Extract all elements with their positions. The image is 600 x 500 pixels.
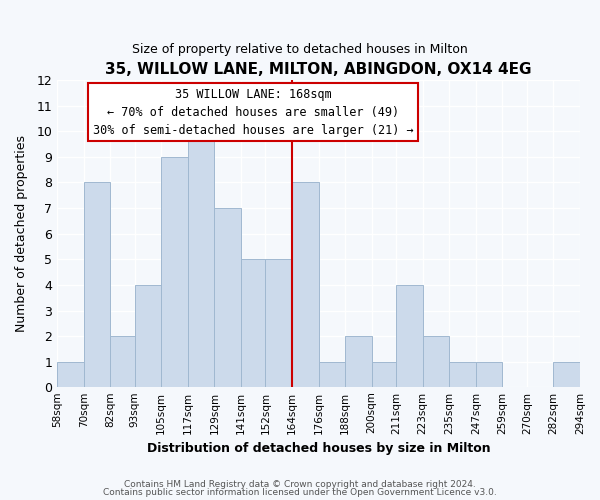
Bar: [241, 260, 265, 388]
Bar: [372, 362, 396, 388]
Y-axis label: Number of detached properties: Number of detached properties: [15, 135, 28, 332]
Bar: [214, 208, 241, 388]
Bar: [292, 182, 319, 388]
Bar: [396, 285, 422, 388]
Title: 35, WILLOW LANE, MILTON, ABINGDON, OX14 4EG: 35, WILLOW LANE, MILTON, ABINGDON, OX14 …: [105, 62, 532, 78]
X-axis label: Distribution of detached houses by size in Milton: Distribution of detached houses by size …: [147, 442, 490, 455]
Bar: [265, 260, 292, 388]
Bar: [188, 132, 214, 388]
Bar: [422, 336, 449, 388]
Text: 35 WILLOW LANE: 168sqm
← 70% of detached houses are smaller (49)
30% of semi-det: 35 WILLOW LANE: 168sqm ← 70% of detached…: [93, 88, 413, 136]
Bar: [553, 362, 580, 388]
Bar: [449, 362, 476, 388]
Bar: [161, 157, 188, 388]
Bar: [345, 336, 372, 388]
Bar: [57, 362, 83, 388]
Text: Contains HM Land Registry data © Crown copyright and database right 2024.: Contains HM Land Registry data © Crown c…: [124, 480, 476, 489]
Text: Size of property relative to detached houses in Milton: Size of property relative to detached ho…: [132, 42, 468, 56]
Bar: [110, 336, 134, 388]
Bar: [476, 362, 502, 388]
Bar: [319, 362, 345, 388]
Bar: [83, 182, 110, 388]
Bar: [134, 285, 161, 388]
Text: Contains public sector information licensed under the Open Government Licence v3: Contains public sector information licen…: [103, 488, 497, 497]
